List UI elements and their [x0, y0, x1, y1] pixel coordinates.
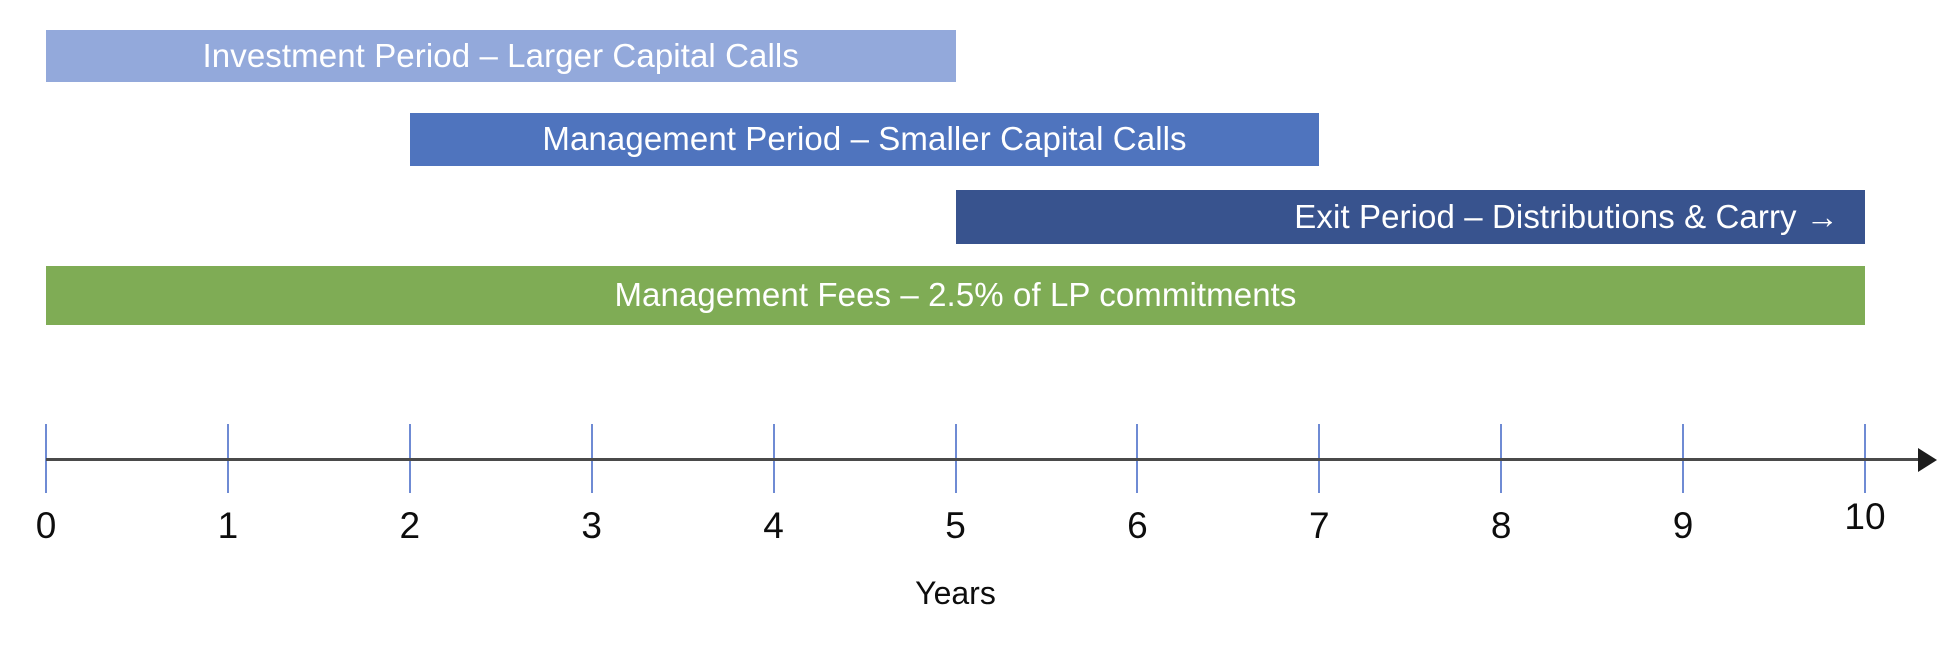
axis-tick-0	[45, 424, 47, 493]
axis-tick-4	[772, 424, 775, 493]
axis-arrow-icon	[1918, 448, 1937, 472]
axis-line	[46, 458, 1918, 461]
axis-tick-label-4: 4	[763, 505, 784, 546]
axis-tick-8	[1500, 424, 1503, 493]
phase-bar-label-exit-period: Exit Period – Distributions & Carry →	[1294, 197, 1839, 235]
phase-bar-investment-period: Investment Period – Larger Capital Calls	[46, 30, 956, 82]
phase-bar-label-investment-period: Investment Period – Larger Capital Calls	[202, 36, 799, 74]
axis-tick-10	[1864, 424, 1866, 493]
phase-bar-management-fees: Management Fees – 2.5% of LP commitments	[46, 266, 1865, 325]
axis-tick-5	[954, 424, 957, 493]
axis-tick-label-10: 10	[1844, 496, 1886, 537]
axis-title: Years	[915, 575, 996, 611]
axis-tick-label-7: 7	[1309, 505, 1330, 546]
axis-tick-9	[1682, 424, 1685, 493]
axis-tick-3	[590, 424, 593, 493]
phase-bar-exit-period: Exit Period – Distributions & Carry →	[955, 190, 1865, 244]
axis-tick-label-3: 3	[581, 505, 602, 546]
phase-bar-management-period: Management Period – Smaller Capital Call…	[409, 113, 1320, 166]
phase-bar-label-management-fees: Management Fees – 2.5% of LP commitments	[614, 276, 1297, 314]
axis-tick-label-0: 0	[35, 505, 57, 546]
axis-tick-label-2: 2	[399, 505, 421, 546]
axis-tick-6	[1136, 424, 1139, 493]
axis-tick-7	[1318, 424, 1321, 493]
axis-tick-label-9: 9	[1672, 505, 1694, 546]
axis-tick-label-6: 6	[1127, 505, 1148, 546]
phase-bar-label-management-period: Management Period – Smaller Capital Call…	[542, 120, 1187, 158]
axis-tick-label-8: 8	[1490, 505, 1512, 546]
axis-tick-2	[408, 424, 411, 493]
axis-tick-label-5: 5	[945, 505, 966, 546]
axis-tick-label-1: 1	[217, 505, 239, 546]
axis-tick-1	[226, 424, 229, 493]
